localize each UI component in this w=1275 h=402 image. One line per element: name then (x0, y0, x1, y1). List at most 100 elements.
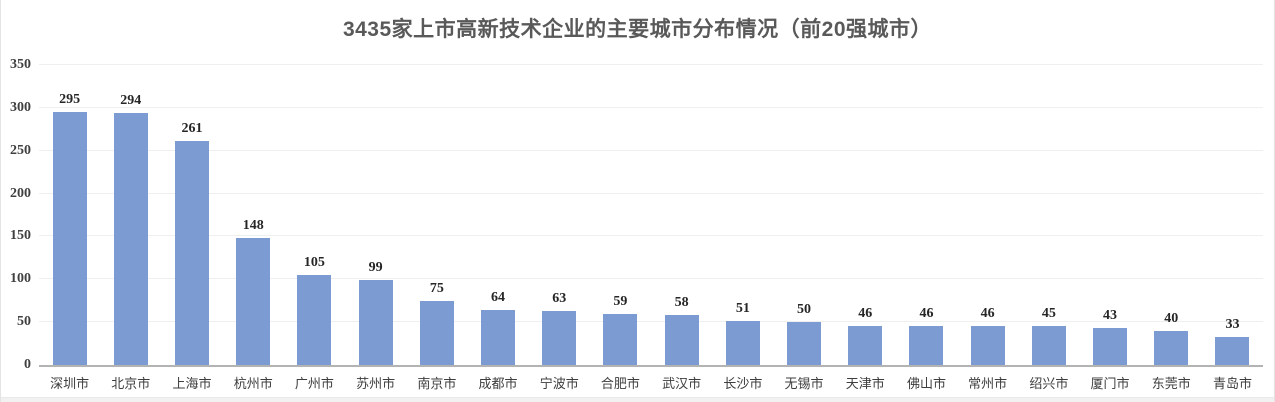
x-axis-label: 宁波市 (539, 376, 579, 391)
bar-东莞市 (1154, 330, 1189, 365)
bar-杭州市 (236, 238, 271, 365)
bar-天津市 (848, 325, 883, 365)
bar-苏州市 (358, 280, 393, 365)
bar-slot: 64 (467, 65, 528, 365)
data-label: 105 (303, 255, 325, 270)
chart-title: 3435家上市高新技术企业的主要城市分布情况（前20强城市） (342, 18, 933, 41)
x-axis-label: 东莞市 (1151, 376, 1191, 391)
bar-slot: 294 (100, 65, 161, 365)
y-tick-label: 100 (10, 271, 31, 287)
bar-南京市 (419, 300, 454, 365)
bar-宁波市 (542, 311, 577, 365)
x-axis-label: 深圳市 (50, 376, 90, 391)
y-axis: 0 50 100 150 200 250 300 350 (1, 0, 31, 402)
x-axis-label: 青岛市 (1212, 376, 1252, 391)
bar-slot: 50 (773, 65, 834, 365)
bottom-border (1, 397, 1274, 402)
bar-常州市 (970, 325, 1005, 365)
data-label: 99 (368, 260, 383, 276)
data-label: 58 (674, 295, 689, 311)
plot-area: 295 294 261 148 105 99 75 64 63 59 58 51 50 46 46 46 45 4… (39, 64, 1263, 367)
bar-无锡市 (787, 322, 822, 365)
data-label: 75 (429, 280, 444, 296)
y-tick-label: 150 (10, 228, 31, 244)
x-axis-label: 杭州市 (233, 376, 273, 391)
x-axis-label: 厦门市 (1090, 376, 1130, 391)
bar-slot: 43 (1079, 65, 1140, 365)
bar-slot: 40 (1141, 65, 1202, 365)
bar-slot: 59 (590, 65, 651, 365)
data-label: 59 (613, 294, 628, 310)
bar-绍兴市 (1031, 326, 1066, 365)
bar-slot: 261 (161, 65, 222, 365)
data-label: 261 (181, 121, 203, 137)
bar-slot: 148 (223, 65, 284, 365)
x-axis: 深圳市 北京市 上海市 杭州市 广州市 苏州市 南京市 成都市 宁波市 合肥市 武汉市 长沙市 无锡市 天… (39, 376, 1263, 394)
x-axis-label: 佛山市 (906, 376, 946, 391)
bar-成都市 (481, 310, 516, 365)
x-axis-label: 成都市 (478, 376, 518, 391)
bar-slot: 46 (835, 65, 896, 365)
data-label: 295 (59, 92, 81, 108)
x-axis-label: 广州市 (294, 376, 334, 391)
y-tick-label: 0 (24, 357, 31, 372)
x-axis-label: 武汉市 (662, 376, 702, 391)
bar-slot: 75 (406, 65, 467, 365)
data-label: 51 (735, 301, 750, 317)
data-label: 46 (858, 305, 873, 321)
bar-slot: 33 (1202, 65, 1263, 365)
x-axis-label: 合肥市 (600, 376, 640, 391)
x-axis-label: 常州市 (968, 376, 1008, 391)
gridline-350 (39, 64, 1263, 65)
gridline-200 (39, 192, 1263, 194)
y-tick-label: 50 (17, 314, 31, 330)
y-tick-label: 200 (10, 185, 31, 201)
gridline-50 (39, 321, 1263, 323)
gridline-300 (39, 106, 1263, 108)
y-tick-label: 300 (10, 99, 31, 115)
data-label: 46 (980, 305, 995, 321)
bar-佛山市 (909, 325, 944, 365)
data-label: 148 (242, 218, 264, 234)
gridline-100 (39, 278, 1263, 280)
data-label: 33 (1225, 316, 1240, 332)
bar-合肥市 (603, 314, 638, 365)
bar-slot: 63 (529, 65, 590, 365)
bar-武汉市 (664, 315, 699, 365)
data-label: 40 (1164, 310, 1179, 326)
bar-广州市 (297, 275, 332, 365)
x-axis-label: 南京市 (417, 376, 457, 391)
bar-slot: 51 (712, 65, 773, 365)
bar-北京市 (113, 113, 148, 365)
x-axis-label: 北京市 (111, 376, 151, 391)
bar-slot: 45 (1018, 65, 1079, 365)
x-axis-label: 上海市 (172, 376, 212, 391)
x-axis-label: 绍兴市 (1029, 376, 1069, 391)
data-label: 43 (1103, 308, 1118, 324)
y-tick-label: 350 (10, 57, 31, 72)
gridline-250 (39, 149, 1263, 151)
bar-上海市 (175, 141, 209, 365)
bar-深圳市 (52, 112, 87, 365)
data-label: 45 (1041, 306, 1056, 322)
data-label: 63 (552, 291, 567, 306)
data-label: 46 (919, 305, 934, 321)
y-tick-label: 250 (10, 142, 31, 158)
bar-slot: 58 (651, 65, 712, 365)
bar-slot: 46 (957, 65, 1018, 365)
data-label: 64 (491, 290, 506, 306)
bars-row: 295 294 261 148 105 99 75 64 63 59 58 51 50 46 46 46 45 4… (39, 65, 1263, 365)
bar-厦门市 (1093, 328, 1128, 365)
x-axis-label: 苏州市 (356, 376, 396, 391)
bar-slot: 105 (284, 65, 345, 365)
x-axis-label: 天津市 (845, 376, 885, 391)
bar-slot: 99 (345, 65, 406, 365)
x-axis-label: 长沙市 (723, 376, 763, 391)
data-label: 50 (797, 302, 812, 318)
bar-slot: 295 (39, 65, 100, 365)
gridline-150 (39, 235, 1263, 237)
bar-长沙市 (725, 321, 760, 365)
bar-青岛市 (1215, 336, 1250, 365)
bar-slot: 46 (896, 65, 957, 365)
